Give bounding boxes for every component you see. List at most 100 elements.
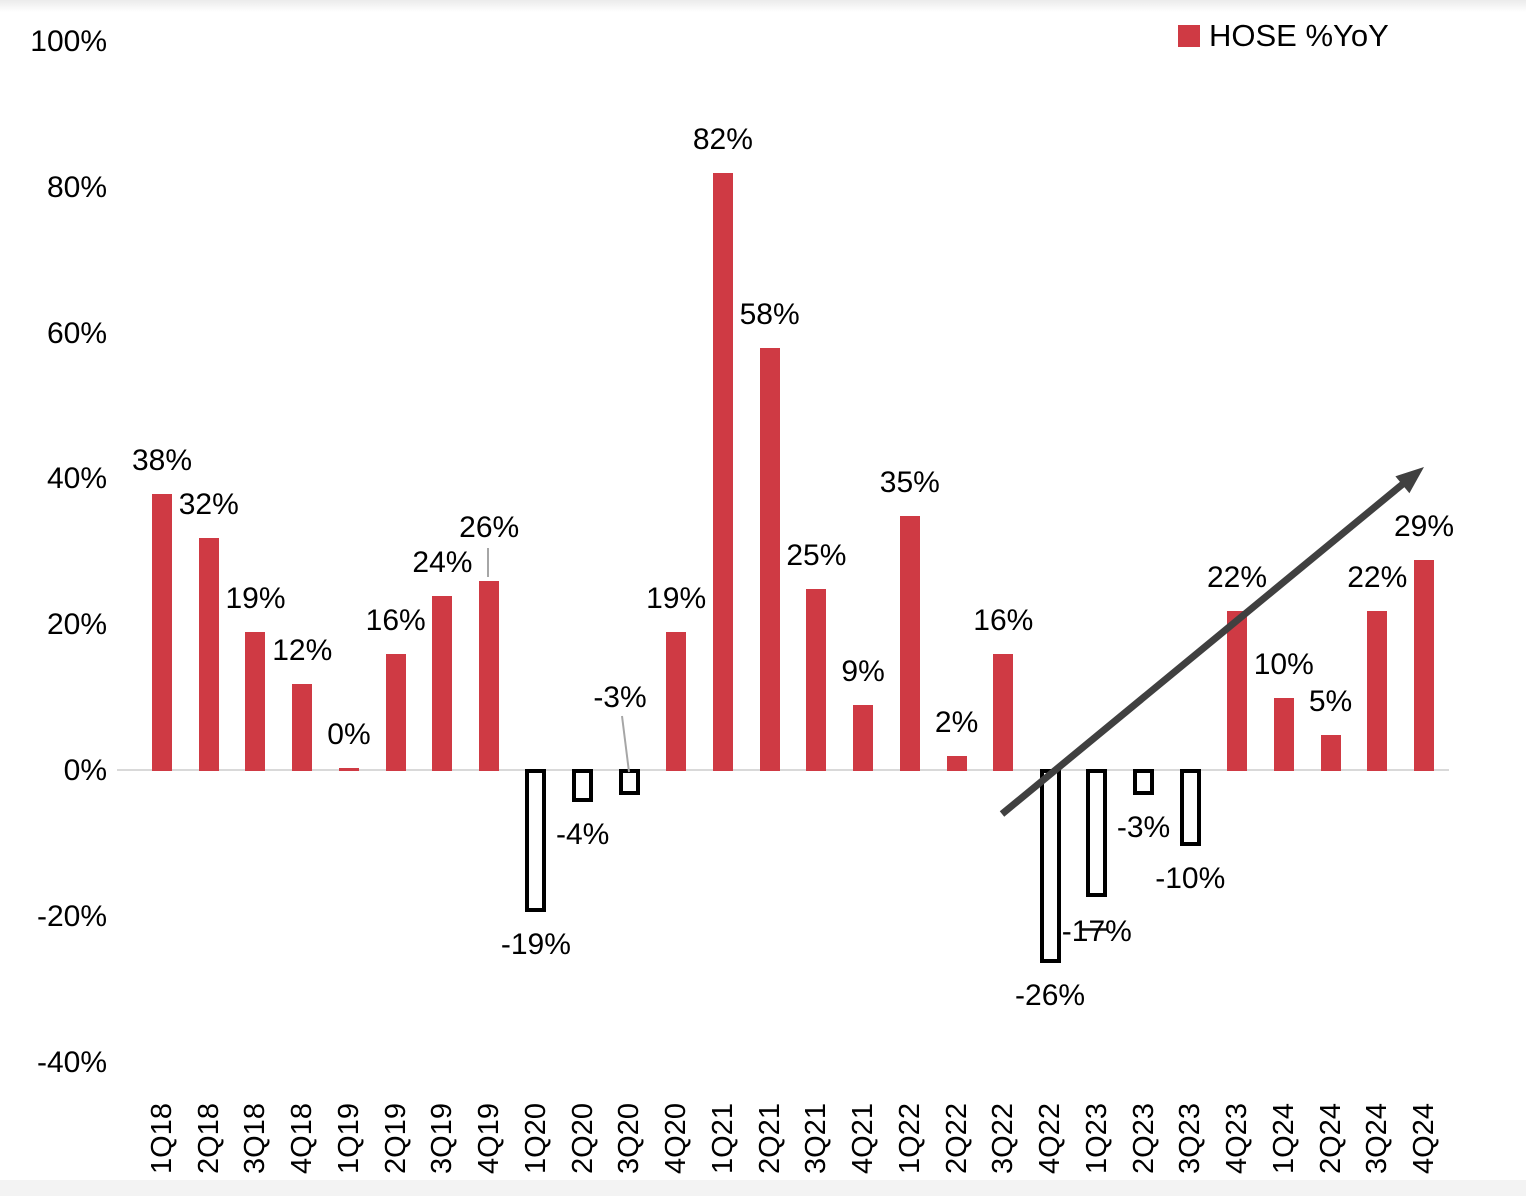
x-tick-3Q18: 3Q18 <box>239 1103 272 1174</box>
bar-label-3Q20: -3% <box>593 681 647 714</box>
bar-1Q22 <box>899 515 920 771</box>
x-tick-1Q18: 1Q18 <box>146 1103 178 1174</box>
x-tick-4Q19: 4Q19 <box>473 1103 506 1174</box>
bar-label-1Q22: 35% <box>879 465 940 499</box>
bar-label-4Q20: 19% <box>646 582 707 616</box>
bar-4Q23 <box>1227 610 1248 771</box>
bar-1Q19 <box>338 768 359 771</box>
x-tick-1Q22: 1Q22 <box>893 1103 926 1174</box>
x-tick-4Q20: 4Q20 <box>660 1103 693 1174</box>
top-edge-strip <box>0 0 1526 12</box>
bar-label-2Q19: 16% <box>365 604 426 638</box>
x-tick-3Q22: 3Q22 <box>987 1103 1020 1174</box>
bottom-edge-strip <box>0 1180 1526 1196</box>
x-tick-2Q20: 2Q20 <box>566 1103 599 1174</box>
bar-label-3Q23: -10% <box>1155 861 1226 895</box>
x-tick-2Q19: 2Q19 <box>379 1103 412 1174</box>
x-tick-3Q19: 3Q19 <box>426 1103 459 1174</box>
bar-2Q20 <box>572 769 594 803</box>
x-tick-2Q22: 2Q22 <box>940 1103 973 1174</box>
bar-4Q18 <box>292 683 313 771</box>
y-tick--40: -40% <box>36 1045 107 1079</box>
x-tick-4Q21: 4Q21 <box>847 1103 880 1174</box>
bar-3Q19 <box>432 596 453 771</box>
bar-1Q21 <box>712 173 733 771</box>
bar-2Q21 <box>759 348 780 771</box>
x-tick-1Q24: 1Q24 <box>1267 1103 1300 1174</box>
y-tick-100: 100% <box>30 25 107 58</box>
x-tick-1Q23: 1Q23 <box>1080 1103 1113 1174</box>
bar-3Q24 <box>1367 610 1388 771</box>
bar-label-3Q19: 24% <box>412 546 473 580</box>
bar-4Q21 <box>853 705 874 771</box>
x-tick-2Q18: 2Q18 <box>192 1103 225 1174</box>
bar-4Q20 <box>666 632 687 771</box>
bar-label-4Q24: 29% <box>1393 509 1454 543</box>
x-tick-1Q21: 1Q21 <box>706 1103 739 1174</box>
bar-4Q24 <box>1413 559 1434 771</box>
bar-label-3Q21: 25% <box>786 538 847 572</box>
bar-label-4Q18: 12% <box>272 633 333 667</box>
x-tick-4Q18: 4Q18 <box>286 1103 319 1174</box>
x-tick-1Q19: 1Q19 <box>332 1103 365 1174</box>
bar-label-3Q24: 22% <box>1347 560 1408 594</box>
bar-label-2Q20: -4% <box>555 818 610 852</box>
bar-1Q20 <box>525 769 547 912</box>
y-tick-80: 80% <box>46 170 107 204</box>
y-tick--20: -20% <box>36 899 107 933</box>
x-tick-3Q21: 3Q21 <box>800 1103 833 1174</box>
bar-2Q23 <box>1133 769 1155 795</box>
bar-label-1Q24: 10% <box>1253 648 1314 682</box>
x-tick-4Q24: 4Q24 <box>1407 1103 1440 1174</box>
bar-label-4Q19: 26% <box>459 511 520 545</box>
zero-axis-line <box>117 769 1449 771</box>
y-tick-0: 0% <box>63 754 107 787</box>
bar-3Q22 <box>993 654 1014 771</box>
x-tick-4Q22: 4Q22 <box>1034 1103 1067 1174</box>
x-tick-2Q23: 2Q23 <box>1127 1103 1160 1174</box>
bar-label-4Q23: 22% <box>1206 560 1268 594</box>
bar-label-1Q20: -19% <box>500 927 571 961</box>
bar-3Q23 <box>1179 769 1201 846</box>
bar-label-2Q23: -3% <box>1116 810 1171 844</box>
legend: HOSE %YoY <box>1178 19 1389 53</box>
bar-2Q18 <box>198 537 219 771</box>
bar-label-2Q21: 58% <box>739 298 800 332</box>
bar-3Q20 <box>618 769 640 795</box>
bar-3Q21 <box>806 588 827 771</box>
bar-1Q24 <box>1273 698 1294 771</box>
bar-2Q24 <box>1320 734 1341 771</box>
x-tick-2Q21: 2Q21 <box>753 1103 786 1174</box>
bar-label-1Q21: 82% <box>692 123 753 157</box>
x-tick-1Q20: 1Q20 <box>519 1103 552 1174</box>
bar-label-4Q21: 9% <box>841 655 885 689</box>
bar-label-2Q18: 32% <box>178 487 239 521</box>
bar-label-2Q22: 2% <box>934 706 979 740</box>
x-tick-3Q20: 3Q20 <box>613 1103 646 1174</box>
bar-4Q19 <box>479 581 500 771</box>
y-tick-20: 20% <box>46 608 107 642</box>
bar-4Q22 <box>1039 769 1061 963</box>
bar-label-1Q19: 0% <box>327 717 371 751</box>
x-tick-4Q23: 4Q23 <box>1221 1103 1254 1174</box>
y-tick-40: 40% <box>46 462 107 496</box>
x-tick-3Q24: 3Q24 <box>1361 1103 1394 1174</box>
bar-label-1Q23: -17% <box>1061 914 1132 948</box>
bar-1Q18 <box>152 493 172 771</box>
trend-arrowhead-icon <box>1395 467 1424 494</box>
bar-label-1Q18: 38% <box>131 443 193 477</box>
x-tick-2Q24: 2Q24 <box>1314 1103 1347 1174</box>
bar-1Q23 <box>1086 769 1108 897</box>
legend-label: HOSE %YoY <box>1209 18 1389 53</box>
bar-label-3Q22: 16% <box>973 604 1034 638</box>
x-tick-3Q23: 3Q23 <box>1174 1103 1207 1174</box>
bar-label-2Q24: 5% <box>1308 684 1353 718</box>
bar-3Q18 <box>245 632 266 771</box>
bar-2Q22 <box>946 756 967 771</box>
legend-swatch-icon <box>1178 25 1200 47</box>
trend-arrow-line <box>999 480 1407 817</box>
leader-line-neg3pct <box>621 715 630 773</box>
y-tick-60: 60% <box>46 316 107 350</box>
bar-2Q19 <box>385 654 406 771</box>
